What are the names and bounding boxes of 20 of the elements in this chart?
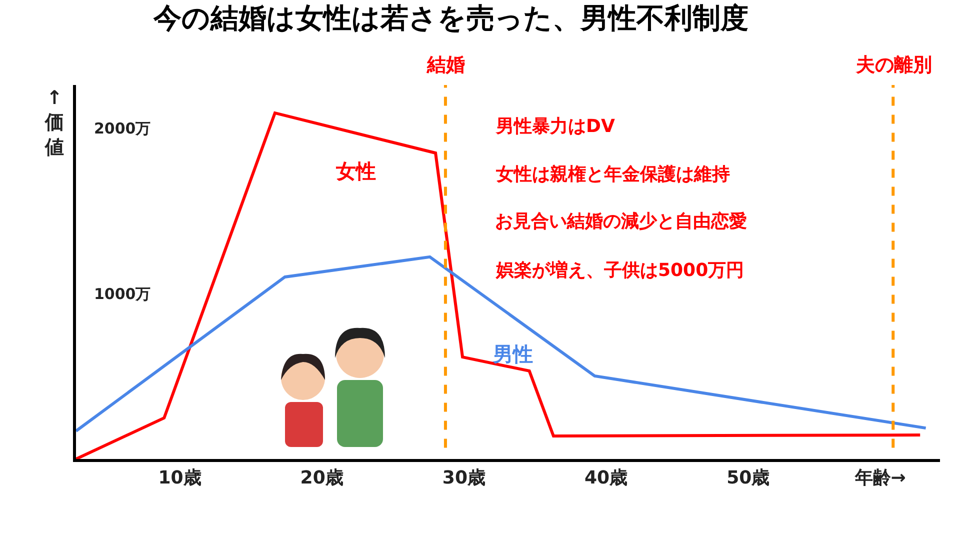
annotation: 男性暴力はDV [495, 116, 615, 137]
chart-title: 今の結婚は女性は若さを売った、男性不利制度 [152, 2, 749, 35]
series-label: 男性 [492, 342, 533, 366]
line-series [76, 111, 922, 459]
y-tick-label: 2000万 [94, 119, 151, 138]
x-tick-label: 20歳 [300, 468, 344, 489]
series-label: 女性 [335, 159, 376, 183]
x-tick-label: 50歳 [726, 468, 770, 489]
ref-line-label: 夫の離別 [855, 54, 932, 76]
x-tick-label: 30歳 [442, 468, 486, 489]
x-tick-label: 40歳 [584, 468, 628, 489]
annotation: 娯楽が増え、子供は5000万円 [495, 259, 744, 281]
annotation: お見合い結婚の減少と自由恋愛 [495, 211, 747, 232]
annotation: 女性は親権と年金保護は維持 [495, 164, 730, 185]
x-tick-label: 10歳 [158, 468, 202, 489]
x-tick-label: 年齢→ [854, 468, 906, 489]
line-series [76, 255, 928, 433]
ref-line-label: 結婚 [426, 54, 465, 76]
y-tick-label: 1000万 [94, 284, 151, 303]
y-axis-title: ↑価値 [44, 87, 64, 158]
